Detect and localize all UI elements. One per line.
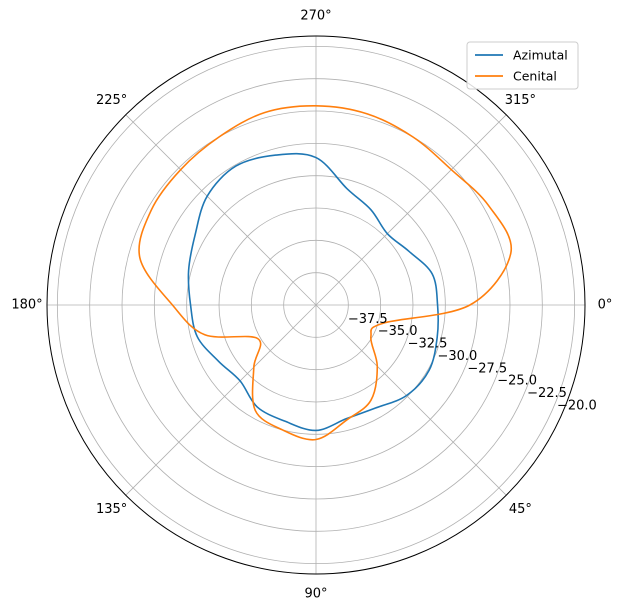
radial-tick-label: −30.0 xyxy=(437,349,477,364)
radial-tick-label: −27.5 xyxy=(467,361,507,376)
legend-box xyxy=(466,41,579,90)
angular-grid-line xyxy=(315,114,507,306)
series-line-azimutal xyxy=(187,152,440,432)
radial-tick-label: −35.0 xyxy=(378,324,418,339)
angular-grid-line xyxy=(315,304,507,496)
label-layer: 0°45°90°135°180°225°270°315°−37.5−35.0−3… xyxy=(11,9,612,602)
polar-frame xyxy=(46,35,586,575)
angle-tick-label: 45° xyxy=(509,502,532,517)
angle-tick-label: 225° xyxy=(96,93,127,108)
series-line-cenital xyxy=(138,105,513,441)
angle-tick-label: 135° xyxy=(96,502,127,517)
angular-grid-line xyxy=(125,114,317,306)
angle-tick-label: 180° xyxy=(11,298,42,313)
radial-tick-label: −25.0 xyxy=(497,374,537,389)
legend-label-cenital: Cenital xyxy=(513,69,557,84)
grid-layer xyxy=(46,35,586,575)
radial-tick-label: −32.5 xyxy=(408,337,448,352)
legend-label-azimutal: Azimutal xyxy=(513,48,568,63)
radial-tick-label: −22.5 xyxy=(527,386,567,401)
radial-tick-label: −20.0 xyxy=(557,398,597,413)
angle-tick-label: 90° xyxy=(304,587,327,602)
angle-tick-label: 315° xyxy=(505,93,536,108)
series-layer xyxy=(138,105,513,441)
legend: Azimutal Cenital xyxy=(466,41,579,90)
angle-tick-label: 0° xyxy=(598,298,613,313)
radial-tick-label: −37.5 xyxy=(348,312,388,327)
angle-tick-label: 270° xyxy=(300,9,331,24)
angular-grid-line xyxy=(125,304,317,496)
